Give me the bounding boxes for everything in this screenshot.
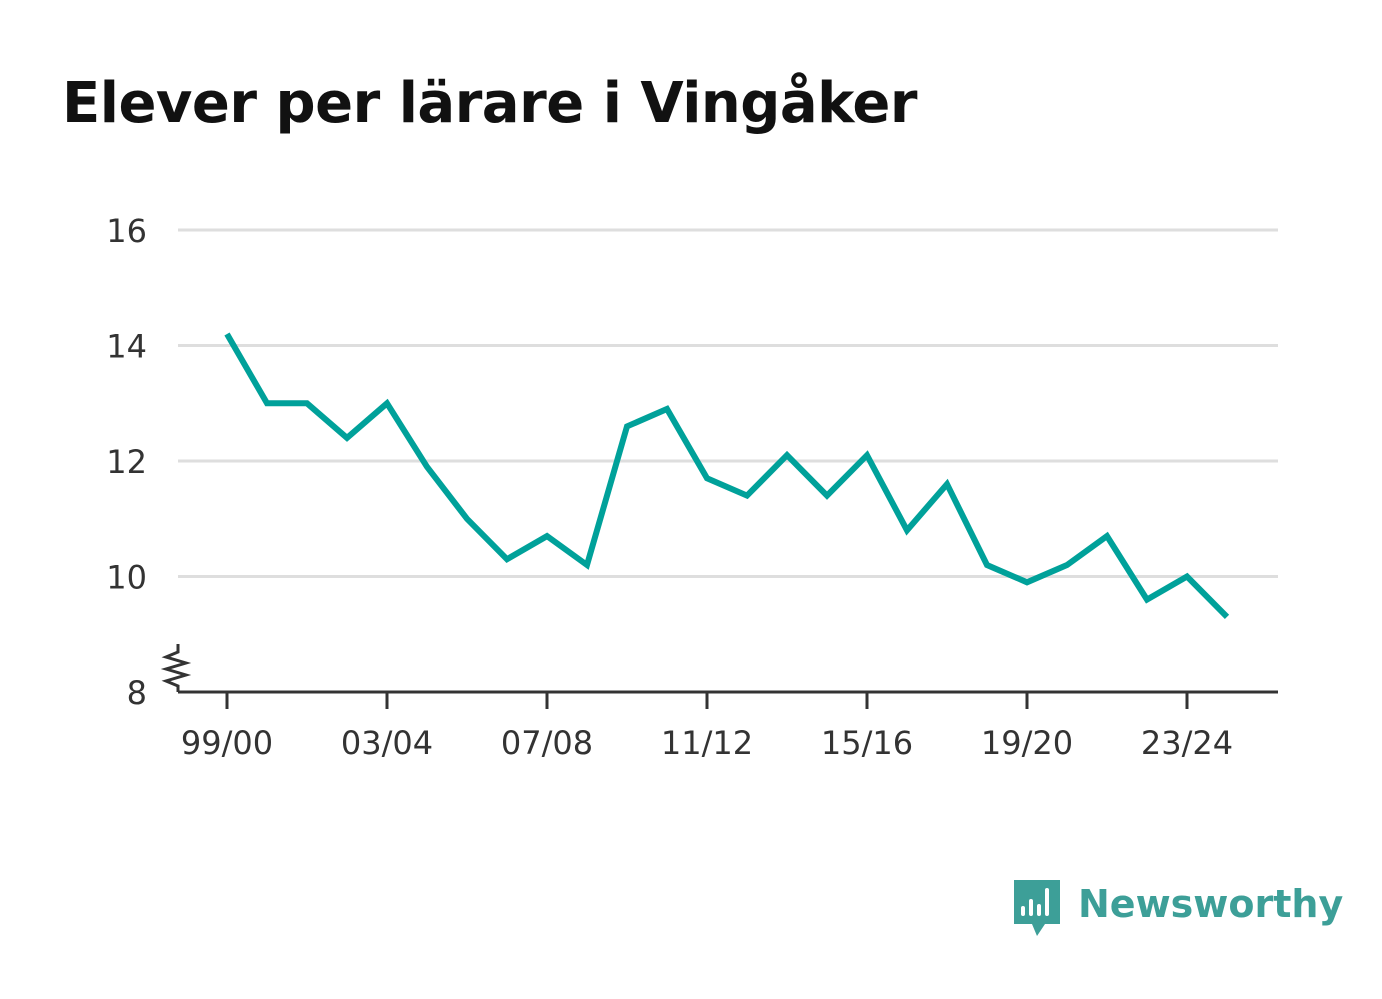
y-tick-label: 16 (106, 212, 147, 250)
tick-labels: 8 10 12 14 16 99/00 03/04 07/08 11/12 15/16 19/20 2… (106, 212, 1233, 762)
brand-logo-group: Newsworthy (1012, 878, 1343, 940)
series-layer (224, 332, 1230, 620)
gridlines (178, 228, 1278, 578)
chart-title: Elever per lärare i Vingåker (62, 71, 918, 136)
y-tick-label: 14 (106, 328, 147, 366)
x-tick-label: 99/00 (181, 724, 273, 762)
series-line-0 (224, 332, 1230, 620)
x-tick-label: 19/20 (981, 724, 1073, 762)
x-tick-label: 07/08 (501, 724, 593, 762)
y-tick-label: 10 (106, 559, 147, 597)
x-tick-label: 11/12 (661, 724, 753, 762)
y-tick-label: 12 (106, 443, 147, 481)
y-tick-label: 8 (127, 674, 147, 712)
axes (160, 644, 1278, 709)
x-tick-label: 15/16 (821, 724, 913, 762)
bar-chart-speech-bubble-icon (1014, 880, 1060, 936)
brand-name: Newsworthy (1078, 882, 1344, 926)
axis-break-icon (160, 644, 192, 692)
x-tick-label: 03/04 (341, 724, 433, 762)
x-tick-label: 23/24 (1141, 724, 1233, 762)
